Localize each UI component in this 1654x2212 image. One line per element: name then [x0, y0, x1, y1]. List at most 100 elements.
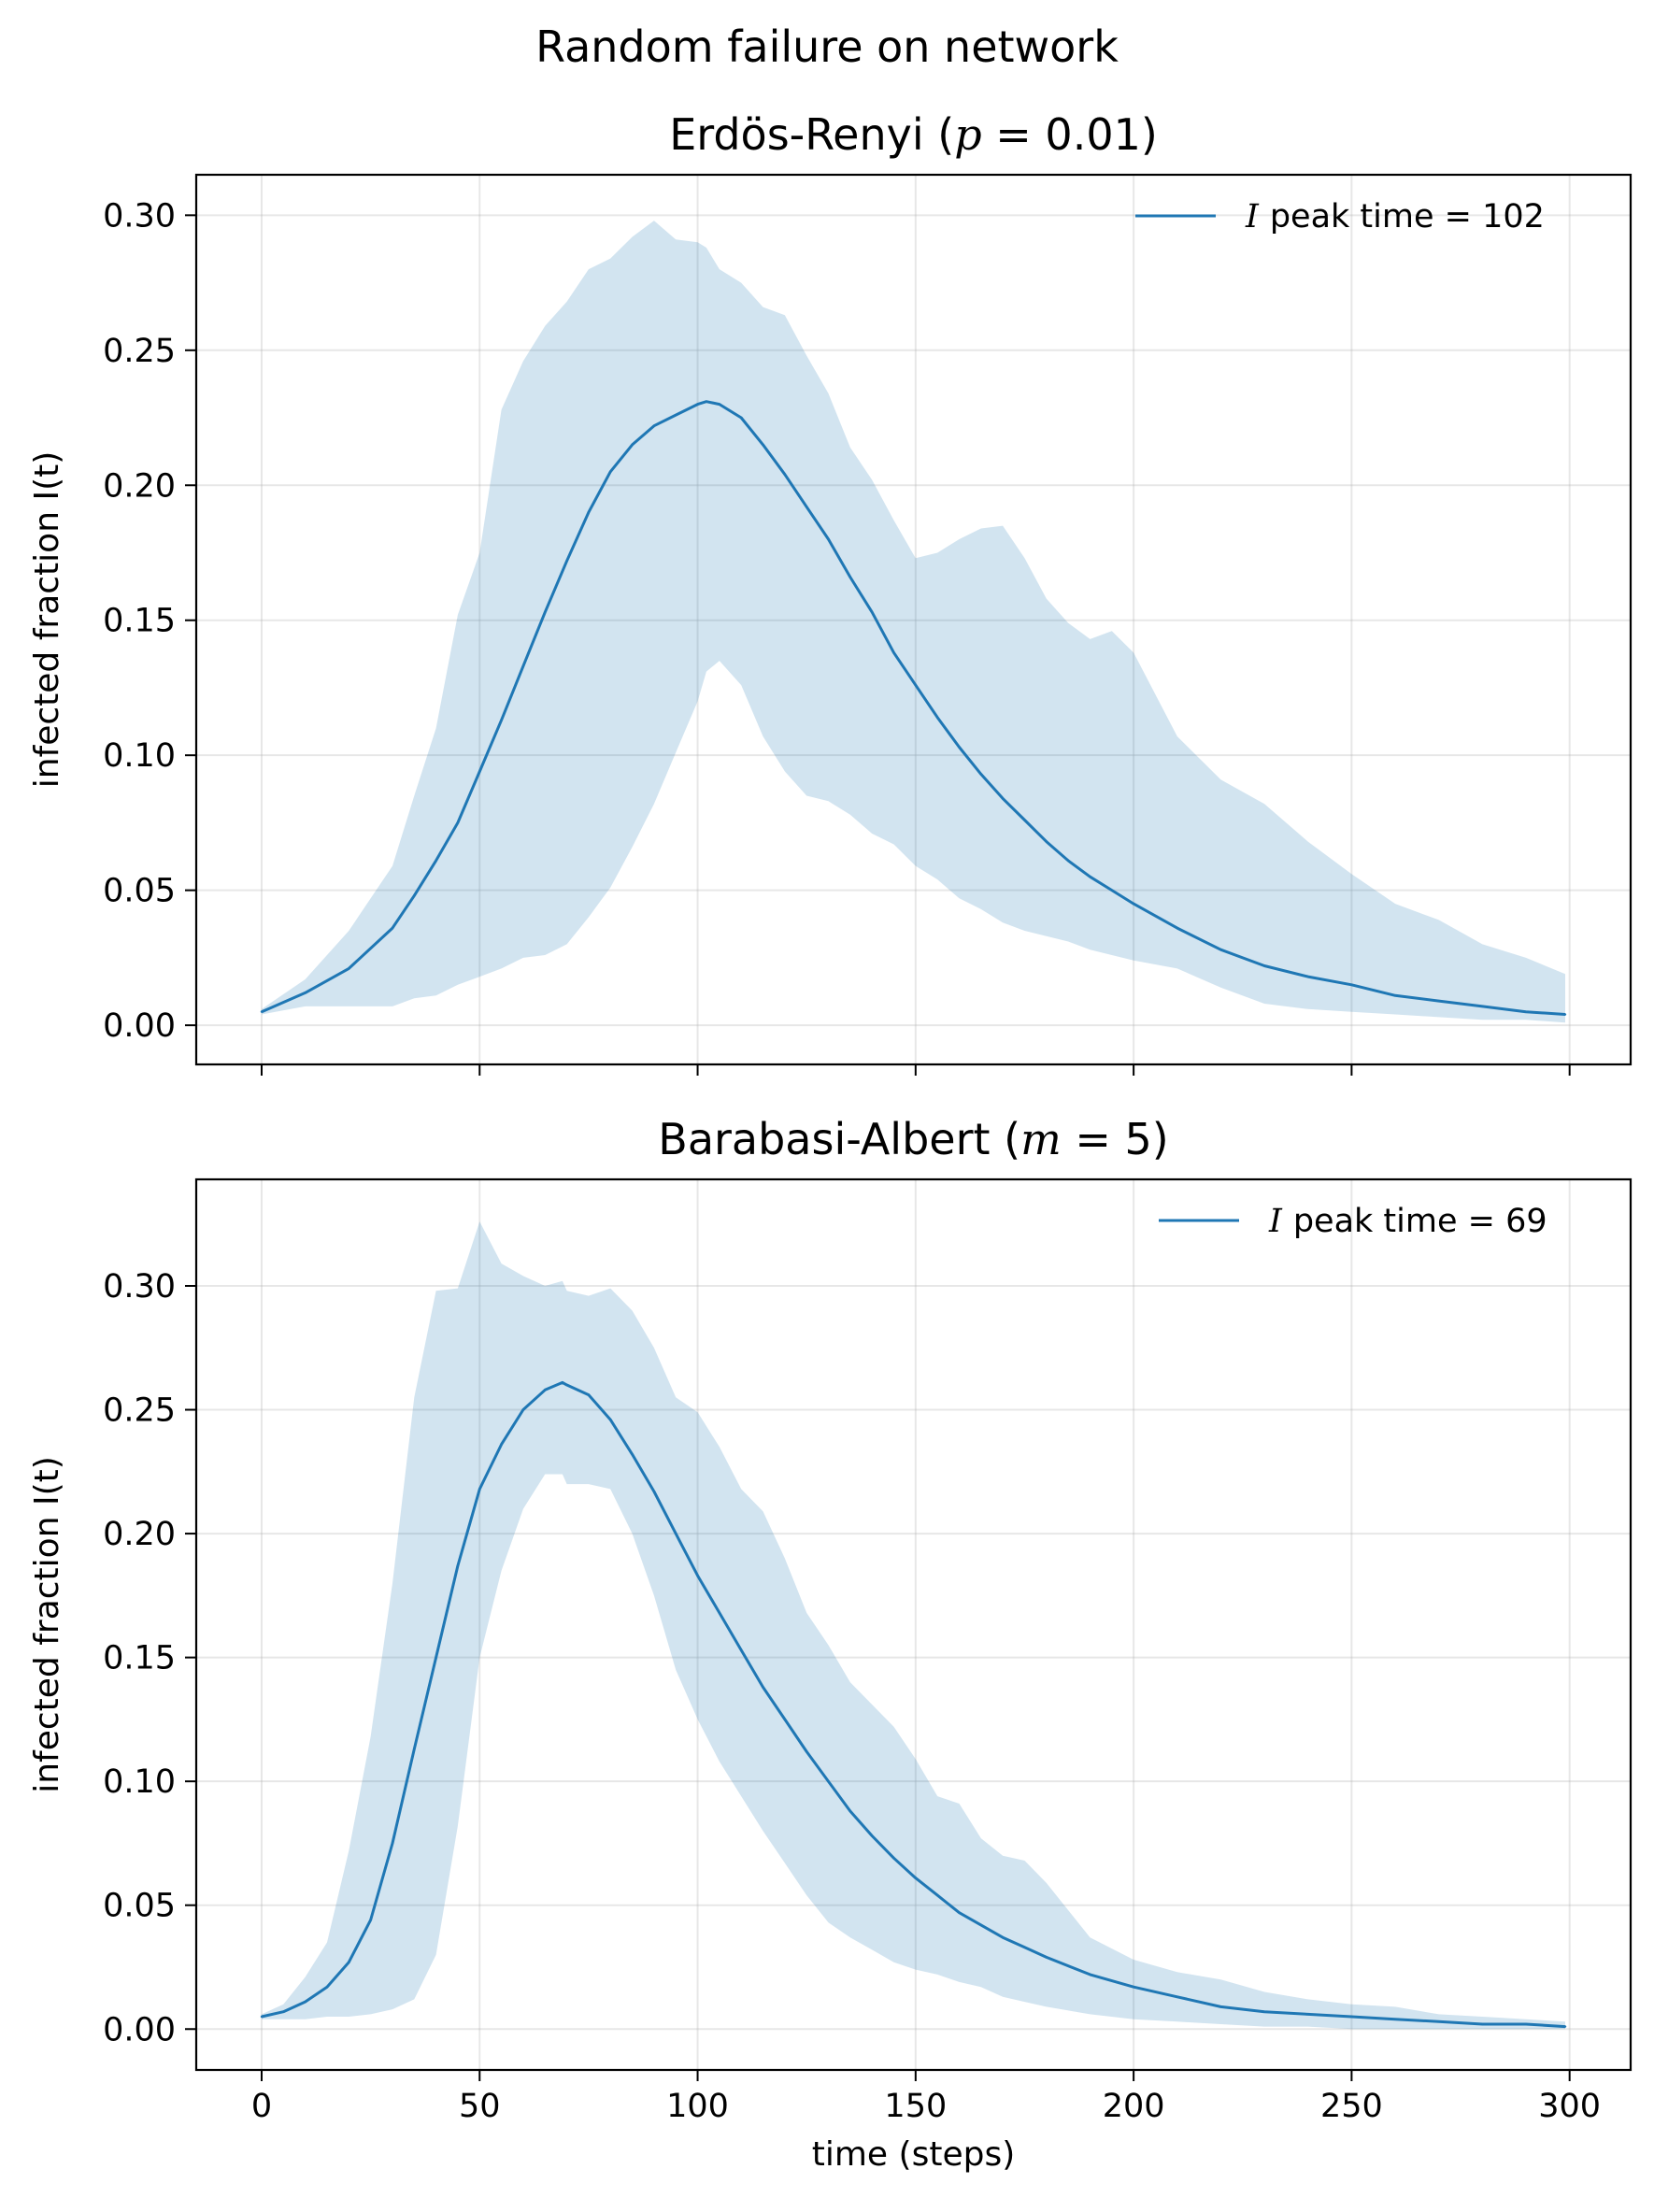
- mean-data-point: [478, 770, 481, 773]
- mean-data-point: [521, 664, 525, 668]
- mean-data-point: [675, 413, 677, 417]
- mean-data-point: [1437, 999, 1440, 1003]
- mean-data-point: [1524, 2022, 1528, 2026]
- mean-data-point: [979, 1923, 983, 1927]
- mean-data-point: [675, 1532, 677, 1535]
- mean-data-point: [1219, 2005, 1222, 2008]
- mean-data-point: [696, 403, 699, 406]
- mean-data-point: [561, 1381, 564, 1384]
- mean-data-point: [740, 416, 743, 420]
- mean-data-point: [1563, 1013, 1567, 1016]
- mean-data-point: [1481, 1005, 1484, 1008]
- mean-data-point: [762, 443, 764, 447]
- mean-data-point: [587, 510, 591, 514]
- x-tick-label: 300: [1538, 2088, 1601, 2125]
- panel-title: Erdös-Renyi (p = 0.01): [669, 109, 1158, 160]
- mean-data-point: [565, 1383, 568, 1387]
- mean-data-point: [805, 1750, 808, 1753]
- panel-title-value: = 0.01): [982, 109, 1158, 160]
- mean-data-point: [413, 1748, 416, 1750]
- mean-data-point: [935, 1893, 939, 1897]
- mean-data-point: [1176, 926, 1178, 930]
- mean-data-point: [1023, 1946, 1026, 1948]
- axes-frame: [194, 1177, 1633, 2072]
- mean-data-point: [870, 610, 874, 614]
- mean-data-point: [958, 1911, 961, 1914]
- mean-data-point: [1023, 819, 1026, 821]
- mean-data-point: [631, 1453, 634, 1456]
- y-tick-label: 0.05: [103, 1888, 176, 1925]
- mean-data-point: [456, 1564, 460, 1567]
- y-tick-label: 0.10: [103, 1763, 176, 1801]
- panel-title-value: = 5): [1062, 1114, 1169, 1164]
- mean-data-point: [1066, 859, 1070, 863]
- panel-title: Barabasi-Albert (m = 5): [658, 1114, 1168, 1164]
- panel-title-text: Barabasi-Albert (: [658, 1114, 1020, 1164]
- mean-data-point: [544, 610, 547, 614]
- y-tick-label: 0.05: [103, 873, 176, 910]
- y-tick-label: 0.20: [103, 467, 176, 505]
- mean-data-point: [1393, 994, 1397, 997]
- mean-data-point: [783, 473, 787, 476]
- y-tick-label: 0.25: [103, 1392, 176, 1430]
- mean-data-point: [500, 1443, 503, 1446]
- mean-data-point: [1089, 875, 1091, 878]
- mean-data-point: [1045, 1956, 1048, 1959]
- mean-data-point: [783, 1718, 787, 1721]
- mean-data-point: [848, 576, 852, 578]
- mean-data-point: [1563, 2025, 1567, 2028]
- mean-data-point: [870, 1834, 874, 1837]
- legend-label-text: peak time = 102: [1270, 198, 1545, 235]
- mean-data-point: [705, 400, 708, 403]
- confidence-band: [262, 1221, 1565, 2030]
- x-tick-label: 50: [459, 2088, 501, 2125]
- mean-data-point: [827, 1779, 830, 1783]
- confidence-band: [262, 221, 1565, 1023]
- legend-label-text: peak time = 69: [1293, 1203, 1547, 1240]
- mean-data-point: [435, 1656, 437, 1659]
- y-tick-label: 0.20: [103, 1516, 176, 1553]
- mean-data-point: [762, 1686, 764, 1689]
- mean-data-point: [304, 2000, 307, 2004]
- panel-title-variable: p: [954, 109, 981, 160]
- mean-data-point: [1306, 975, 1309, 978]
- mean-data-point: [935, 716, 939, 719]
- x-axis-label: time (steps): [812, 2135, 1016, 2174]
- mean-data-point: [1110, 889, 1113, 892]
- mean-data-point: [1132, 1985, 1135, 1989]
- mean-data-point: [1219, 949, 1222, 951]
- mean-data-point: [609, 470, 612, 474]
- panel-barabasi-albert: 0 50 100 150 200 250 300 0.00 0.05 0.10 0.15 0.20 0.…: [28, 1114, 1633, 2174]
- legend-label-variable: I: [1245, 198, 1260, 235]
- mean-data-point: [652, 424, 656, 427]
- y-tick-label: 0.00: [103, 2011, 176, 2048]
- mean-data-point: [348, 1961, 350, 1963]
- mean-data-point: [609, 1418, 612, 1421]
- y-tick-label: 0.30: [103, 197, 176, 235]
- mean-data-point: [1132, 902, 1135, 906]
- y-tick-label: 0.25: [103, 333, 176, 370]
- mean-data-point: [718, 1611, 721, 1615]
- mean-data-point: [391, 926, 394, 930]
- mean-data-point: [544, 1389, 547, 1391]
- panel-title-text: Erdös-Renyi (: [669, 109, 954, 160]
- mean-data-point: [892, 651, 895, 654]
- mean-data-point: [1481, 2022, 1484, 2026]
- mean-data-point: [260, 1010, 264, 1013]
- mean-data-point: [435, 859, 437, 863]
- y-tick-label: 0.30: [103, 1268, 176, 1306]
- mean-data-point: [1001, 1935, 1005, 1939]
- mean-data-point: [696, 1574, 699, 1577]
- mean-data-point: [631, 443, 634, 447]
- mean-data-point: [521, 1408, 525, 1411]
- x-tick-label: 100: [666, 2088, 729, 2125]
- mean-data-point: [958, 746, 961, 749]
- mean-data-point: [1176, 1995, 1178, 1998]
- mean-data-point: [1437, 2020, 1440, 2023]
- mean-data-point: [260, 2015, 264, 2019]
- mean-data-point: [740, 1648, 743, 1651]
- mean-series-line: [261, 1380, 1566, 2029]
